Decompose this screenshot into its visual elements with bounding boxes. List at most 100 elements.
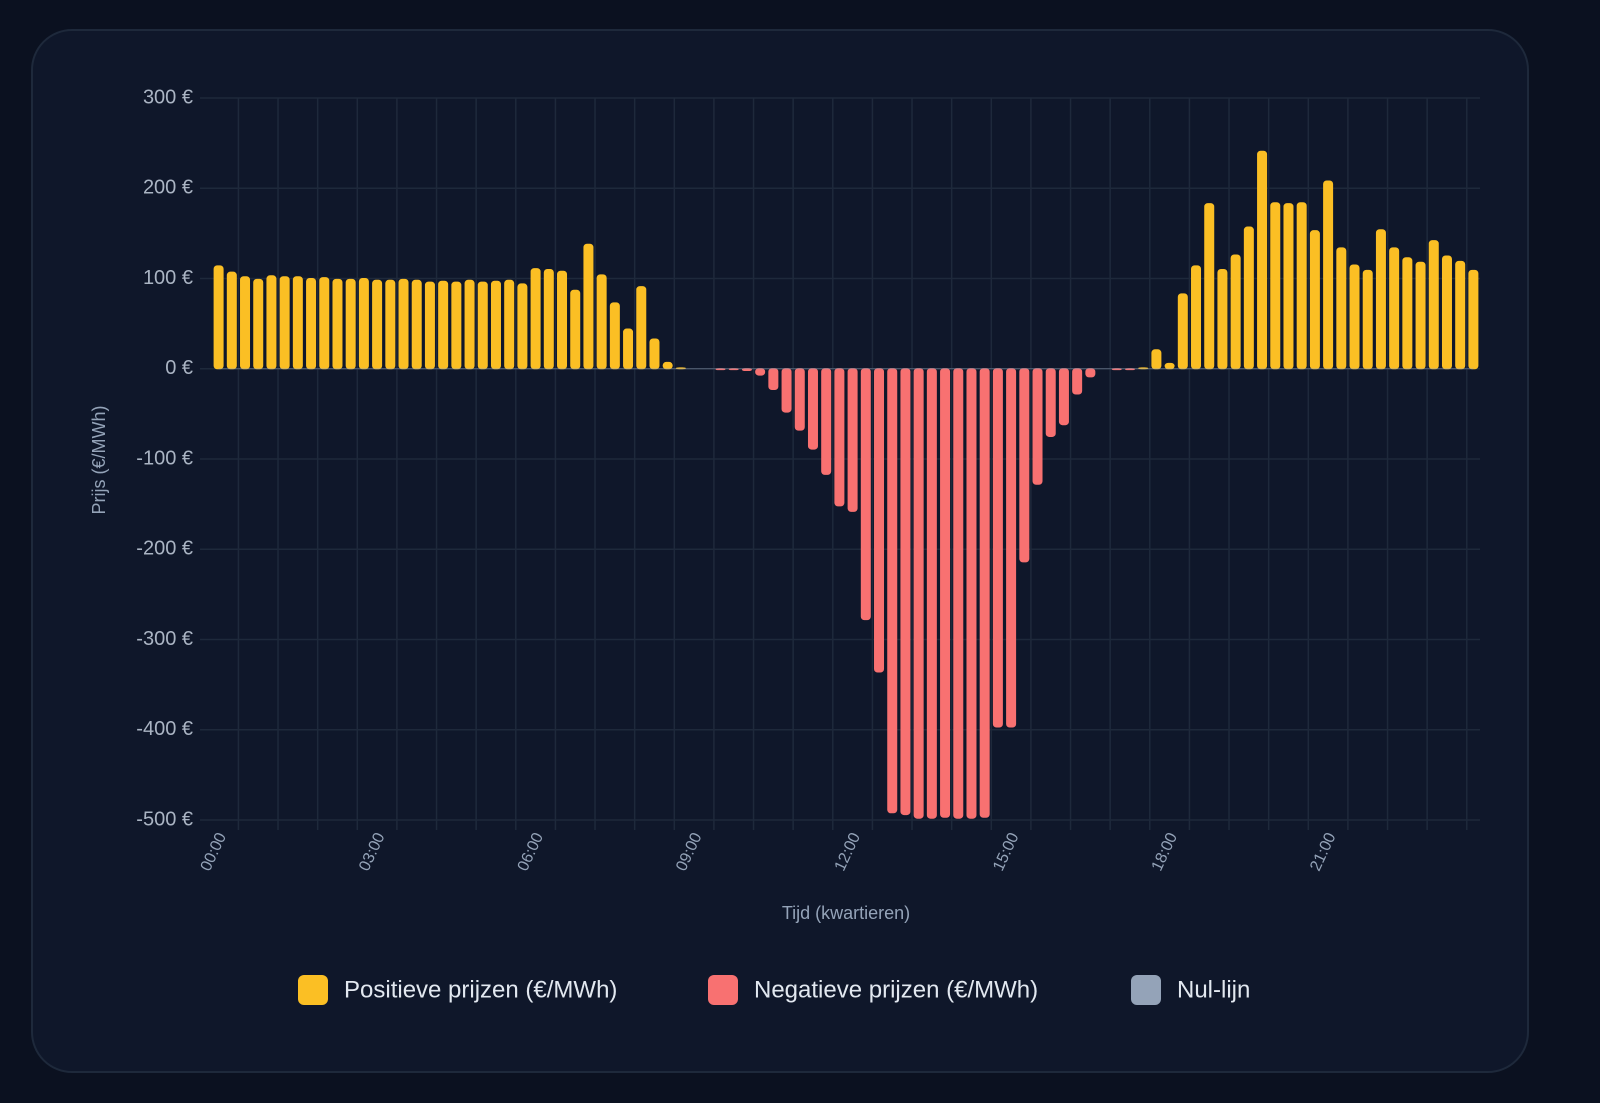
bar [583, 243, 594, 370]
bar [1455, 260, 1466, 370]
legend-label: Negatieve prijzen (€/MWh) [754, 976, 1038, 1003]
bar [306, 278, 317, 370]
bar [1296, 202, 1307, 370]
bar [768, 368, 779, 391]
bar [1177, 293, 1188, 370]
bar [1362, 269, 1373, 370]
bar [1323, 180, 1334, 370]
x-axis-title: Tijd (kwartieren) [782, 903, 910, 923]
bar [874, 368, 885, 673]
bar [411, 279, 422, 370]
bar [807, 368, 818, 450]
bar [424, 281, 435, 370]
y-tick-label: 0 € [165, 357, 193, 379]
bar [517, 283, 528, 370]
bar [1402, 257, 1413, 370]
bar [847, 368, 858, 512]
y-tick-label: -100 € [136, 447, 193, 469]
bar [358, 278, 369, 370]
bar [1019, 368, 1030, 563]
bar [490, 280, 501, 370]
bar [1309, 230, 1320, 370]
bar [781, 368, 792, 413]
bar [292, 276, 303, 370]
bar [504, 279, 515, 370]
bar [1243, 226, 1254, 370]
bar [755, 368, 766, 376]
bar [385, 279, 396, 370]
bar [926, 368, 937, 819]
bar [266, 275, 277, 370]
bar [240, 276, 251, 370]
legend-label: Positieve prijzen (€/MWh) [344, 976, 617, 1003]
bar [226, 271, 237, 370]
bar [979, 368, 990, 818]
card [31, 29, 1529, 1073]
bar [1072, 368, 1083, 395]
bar [953, 368, 964, 819]
y-tick-label: -200 € [136, 538, 193, 560]
bar [623, 328, 634, 370]
bar [1257, 150, 1268, 370]
bar [992, 368, 1003, 728]
bar [1441, 255, 1452, 370]
bar [1191, 265, 1202, 370]
bar [438, 280, 449, 370]
bar [332, 278, 343, 370]
y-tick-label: -500 € [136, 808, 193, 830]
bar [319, 277, 330, 370]
bar [530, 268, 541, 370]
bar [1151, 349, 1162, 370]
y-tick-label: 100 € [143, 267, 193, 289]
bar [1415, 261, 1426, 370]
bar [557, 270, 568, 370]
bar [213, 265, 224, 370]
bar [1045, 368, 1056, 437]
bar [345, 278, 356, 370]
bar [1032, 368, 1043, 485]
bar [1006, 368, 1017, 728]
legend-swatch [1131, 975, 1161, 1005]
legend-swatch [298, 975, 328, 1005]
bar [609, 302, 620, 370]
bar [1283, 203, 1294, 370]
bar [966, 368, 977, 819]
bar [794, 368, 805, 431]
bar [570, 289, 581, 370]
y-tick-label: -400 € [136, 718, 193, 740]
bar [451, 281, 462, 370]
bar [253, 278, 264, 370]
bar [1336, 247, 1347, 370]
bar [398, 278, 409, 370]
bar [596, 274, 607, 370]
y-tick-label: 300 € [143, 86, 193, 108]
bar [834, 368, 845, 507]
y-tick-label: -300 € [136, 628, 193, 650]
y-tick-label: 200 € [143, 177, 193, 199]
y-axis-title: Prijs (€/MWh) [89, 406, 109, 515]
bar [1270, 202, 1281, 370]
bar [649, 338, 660, 370]
bar [636, 286, 647, 370]
bar [940, 368, 951, 818]
bar [1468, 269, 1479, 370]
bar [821, 368, 832, 475]
bar [477, 281, 488, 370]
bar [860, 368, 871, 621]
bar [900, 368, 911, 816]
bar [1204, 203, 1215, 370]
bar [1375, 229, 1386, 370]
bar [1349, 264, 1360, 370]
bar [372, 279, 383, 370]
bar [1164, 362, 1175, 370]
bar [1389, 247, 1400, 370]
bar [1217, 268, 1228, 370]
bar [1058, 368, 1069, 426]
bar [543, 268, 554, 370]
bar [1085, 368, 1096, 378]
bar [662, 361, 673, 370]
bar [913, 368, 924, 819]
legend-label: Nul-lijn [1177, 976, 1250, 1003]
